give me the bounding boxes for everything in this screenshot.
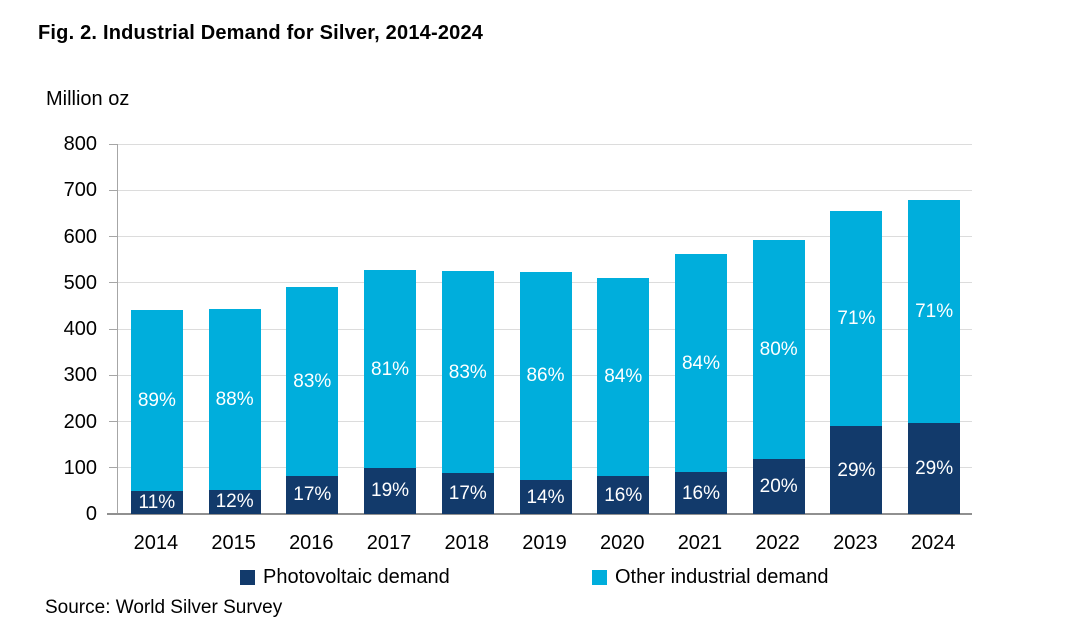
gridline-800 [118,143,972,145]
bar-segment-other-industrial-2021: 84% [674,253,727,473]
bar-segment-photovoltaic-2023: 29% [830,426,883,514]
bar-segment-photovoltaic-2018: 17% [441,472,494,514]
x-tick-label-2022: 2022 [755,532,800,554]
y-tick-label-500: 500 [63,271,97,294]
bar-label: 11% [138,492,176,514]
y-tick-label-800: 800 [63,133,97,155]
bar-label: 83% [293,371,332,392]
bar-label: 20% [759,476,798,498]
bar-segment-photovoltaic-2014: 11% [130,491,183,514]
y-tick-label-300: 300 [63,364,97,387]
y-tick-label-700: 700 [63,179,97,202]
bar-segment-other-industrial-2022: 80% [752,240,805,460]
bar-label: 16% [681,482,720,504]
bar-label: 83% [448,361,487,383]
bar-label: 80% [759,339,798,361]
y-tick-label-600: 600 [63,225,97,248]
bar-label: 16% [604,484,643,506]
x-axis: 2014 2015 2016 2017 2018 2019 2020 2021 2022 2023… [117,531,972,557]
x-tick-label-2015: 2015 [211,532,256,554]
legend-swatch-other-industrial-icon [592,569,607,585]
bar-label: 88% [215,388,254,410]
x-tick-label-2016: 2016 [289,532,334,554]
y-tick-label-400: 400 [63,318,97,340]
bar-segment-other-industrial-2015: 88% [208,309,261,490]
bar-segment-photovoltaic-2016: 17% [286,475,339,514]
legend-item-photovoltaic: Photovoltaic demand [240,566,450,588]
bar-label: 81% [371,358,410,380]
gridline-600 [118,236,972,237]
bar-segment-other-industrial-2024: 71% [908,199,961,423]
bar-label: 29% [837,459,876,481]
y-tick-label-100: 100 [63,456,97,479]
figure-title: Fig. 2. Industrial Demand for Silver, 20… [38,22,484,44]
x-tick-label-2014: 2014 [133,532,179,554]
bar-label: 71% [915,300,954,322]
bar-label: 17% [448,482,487,504]
y-tick-label-0: 0 [85,503,97,525]
bar-segment-photovoltaic-2020: 16% [597,476,650,514]
bar-segment-other-industrial-2019: 86% [519,271,572,481]
x-tick-label-2019: 2019 [522,532,567,554]
y-tick-mark-400 [109,328,118,330]
y-axis: 0 100 200 300 400 500 600 700 800 [36,133,97,525]
bar-label: 14% [526,486,565,508]
x-tick-label-2018: 2018 [444,532,490,554]
bar-label: 17% [293,484,332,506]
bar-segment-other-industrial-2023: 71% [830,210,883,427]
y-tick-mark-800 [109,143,118,145]
y-tick-mark-300 [109,374,118,376]
legend-label-photovoltaic: Photovoltaic demand [263,566,450,588]
y-tick-mark-100 [109,467,118,469]
bar-segment-photovoltaic-2022: 20% [752,459,805,514]
plot-area: 11% 89% 12% 88% 17% 83% 19% 81% 17% 83% 14% 86% 16% 8… [107,143,972,515]
bar-label: 84% [604,366,643,388]
bar-segment-photovoltaic-2021: 16% [674,472,727,514]
y-tick-label-200: 200 [63,410,97,433]
bar-label: 89% [137,390,176,412]
bar-segment-other-industrial-2020: 84% [597,277,650,477]
bar-label: 71% [837,307,876,329]
bar-segment-other-industrial-2018: 83% [441,271,494,473]
bar-segment-other-industrial-2017: 81% [364,270,417,468]
x-tick-label-2017: 2017 [366,532,412,554]
y-tick-mark-200 [109,421,118,422]
x-tick-label-2024: 2024 [910,532,956,554]
legend-swatch-photovoltaic-icon [240,569,255,585]
bar-label: 29% [915,457,954,479]
bar-label: 19% [371,480,410,502]
legend-item-other-industrial: Other industrial demand [592,566,828,588]
y-tick-mark-700 [109,189,118,191]
y-axis-unit-label: Million oz [46,88,130,110]
x-axis-line [107,513,972,515]
x-tick-label-2021: 2021 [677,532,723,554]
bar-segment-photovoltaic-2017: 19% [364,467,417,514]
bar-label: 86% [526,365,565,387]
y-tick-mark-500 [109,282,118,284]
bar-label: 84% [681,352,720,374]
legend-label-other-industrial: Other industrial demand [615,566,829,588]
bar-segment-photovoltaic-2015: 12% [208,489,261,514]
bar-segment-other-industrial-2016: 83% [286,287,339,476]
bar-segment-photovoltaic-2019: 14% [519,480,572,514]
gridline-700 [118,189,972,191]
source-note: Source: World Silver Survey [45,597,283,618]
bar-label: 12% [215,491,254,513]
y-tick-mark-600 [109,236,118,237]
bar-segment-photovoltaic-2024: 29% [908,422,961,514]
bar-segment-other-industrial-2014: 89% [130,310,183,492]
x-tick-label-2023: 2023 [833,532,878,554]
x-tick-label-2020: 2020 [599,532,645,554]
